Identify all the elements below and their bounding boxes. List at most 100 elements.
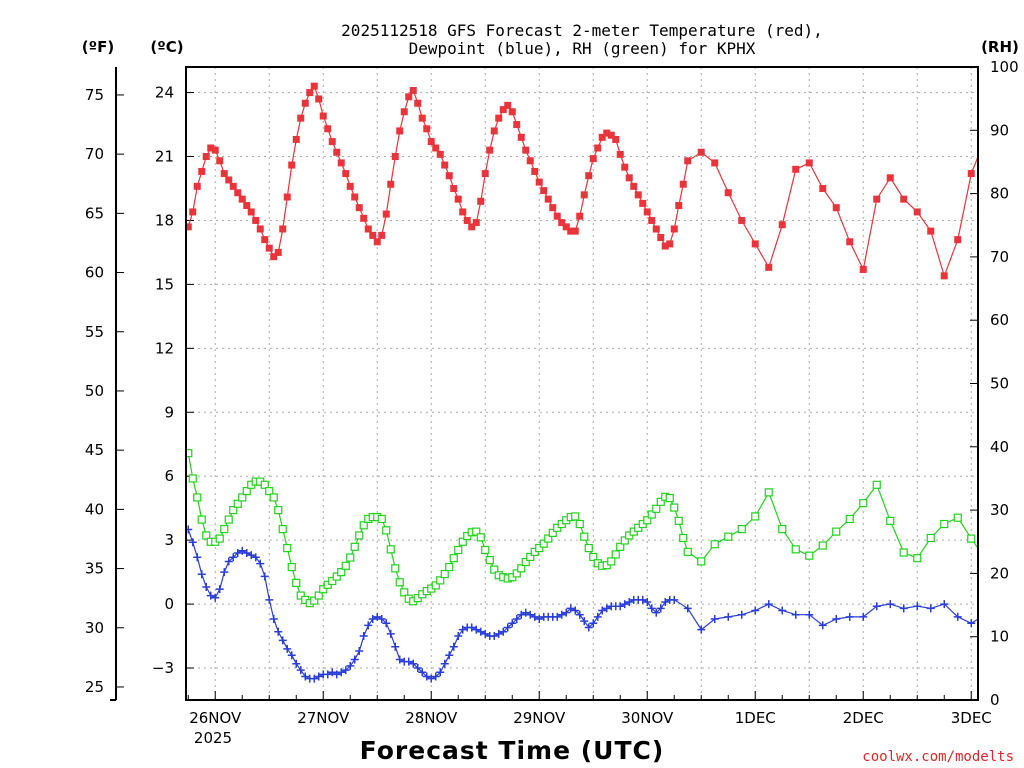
rh-point	[697, 557, 706, 566]
rh-point	[283, 543, 292, 553]
dewpoint-point	[341, 666, 350, 675]
celsius-tick-label: 15	[155, 275, 174, 293]
fahrenheit-tick-label: 40	[85, 500, 104, 518]
dewpoint-point	[517, 610, 526, 619]
temperature-point	[346, 182, 354, 190]
rh-point	[832, 527, 841, 536]
dewpoint-point	[1008, 598, 1016, 606]
temperature-point	[594, 144, 602, 152]
temperature-point	[913, 208, 921, 216]
rh-point	[445, 562, 454, 572]
temperature-point	[274, 248, 282, 256]
fahrenheit-unit-label: (ºF)	[82, 38, 114, 56]
temperature-point	[873, 195, 881, 203]
dewpoint-point	[409, 659, 418, 668]
dewpoint-point	[197, 570, 206, 579]
temperature-point	[225, 176, 233, 184]
rh-tick-label: 40	[990, 438, 1009, 456]
dewpoint-point	[481, 629, 490, 638]
rh-point	[521, 557, 530, 567]
temperature-point	[432, 144, 440, 152]
dewpoint-point	[413, 664, 422, 673]
temperature-point	[220, 170, 228, 178]
dewpoint-point	[953, 612, 962, 621]
time-tick-label: 30NOV	[621, 709, 674, 727]
temperature-point	[423, 125, 431, 133]
temperature-point	[927, 227, 935, 235]
temperature-point	[360, 214, 368, 222]
temperature-point	[598, 133, 606, 141]
rh-point	[548, 528, 557, 537]
temperature-point	[580, 191, 588, 199]
dewpoint-point	[616, 602, 625, 611]
dewpoint-point	[346, 661, 355, 670]
fahrenheit-tick-label: 75	[85, 86, 104, 104]
temperature-point	[517, 133, 525, 141]
rh-point	[571, 512, 580, 521]
dewpoint-point	[373, 612, 382, 621]
temperature-point	[459, 208, 467, 216]
rh-point	[377, 514, 386, 524]
fahrenheit-tick-label: 65	[85, 204, 104, 222]
temperature-point	[679, 180, 687, 188]
rh-point	[346, 553, 355, 562]
rh-point	[674, 516, 683, 525]
dewpoint-point	[490, 632, 499, 641]
dewpoint-point	[287, 651, 296, 660]
rh-point	[670, 503, 679, 512]
temperature-point	[216, 157, 224, 165]
rh-point	[287, 562, 296, 572]
temperature-point	[625, 174, 633, 182]
dewpoint-point	[845, 612, 854, 621]
rh-point	[656, 497, 665, 506]
temperature-point	[553, 212, 561, 220]
rh-point	[186, 449, 193, 458]
temperature-point	[472, 219, 480, 227]
dewpoint-point	[940, 600, 949, 609]
dewpoint-point	[503, 623, 512, 632]
rh-tick-label: 10	[990, 628, 1009, 646]
temperature-point	[315, 95, 323, 103]
rh-point	[1008, 561, 1015, 568]
rh-point	[350, 542, 359, 551]
rh-point	[355, 531, 364, 540]
rh-point	[580, 532, 589, 541]
dewpoint-point	[643, 597, 652, 606]
fahrenheit-axis: 25 30 35 40 45 50 55 60 65 70 75	[85, 67, 124, 701]
dewpoint-point	[872, 602, 881, 611]
temperature-point	[445, 172, 453, 180]
dewpoint-point	[238, 546, 247, 555]
dewpoint-point	[211, 593, 220, 602]
temperature-point	[657, 234, 665, 242]
dewpoint-point	[278, 636, 287, 645]
dewpoint-point	[593, 612, 602, 621]
rh-point	[913, 554, 922, 563]
fahrenheit-tick-label: 45	[85, 441, 104, 459]
temperature-point	[463, 216, 471, 224]
temperature-point	[333, 148, 341, 156]
temperature-point	[967, 170, 975, 178]
rh-tick-label: 80	[990, 185, 1009, 203]
temperature-point	[387, 180, 395, 188]
rh-point	[220, 524, 229, 534]
dewpoint-point	[625, 597, 634, 606]
dewpoint-point	[215, 585, 224, 594]
rh-point	[328, 576, 337, 586]
dewpoint-point	[683, 604, 692, 613]
dewpoint-point	[994, 596, 1002, 604]
temperature-point	[490, 127, 498, 135]
temperature-point	[355, 204, 363, 212]
temperature-point	[265, 244, 273, 252]
dewpoint-point	[526, 610, 535, 619]
rh-point	[926, 533, 935, 543]
rh-point	[791, 545, 800, 554]
dewpoint-point	[242, 548, 251, 557]
dewpoint-point	[467, 623, 476, 632]
dewpoint-point	[251, 553, 260, 562]
temperature-point	[486, 146, 494, 154]
rh-point	[197, 515, 206, 524]
fahrenheit-tick-label: 60	[85, 264, 104, 282]
celsius-tick-label: 12	[155, 339, 174, 357]
temperature-point	[643, 208, 651, 216]
